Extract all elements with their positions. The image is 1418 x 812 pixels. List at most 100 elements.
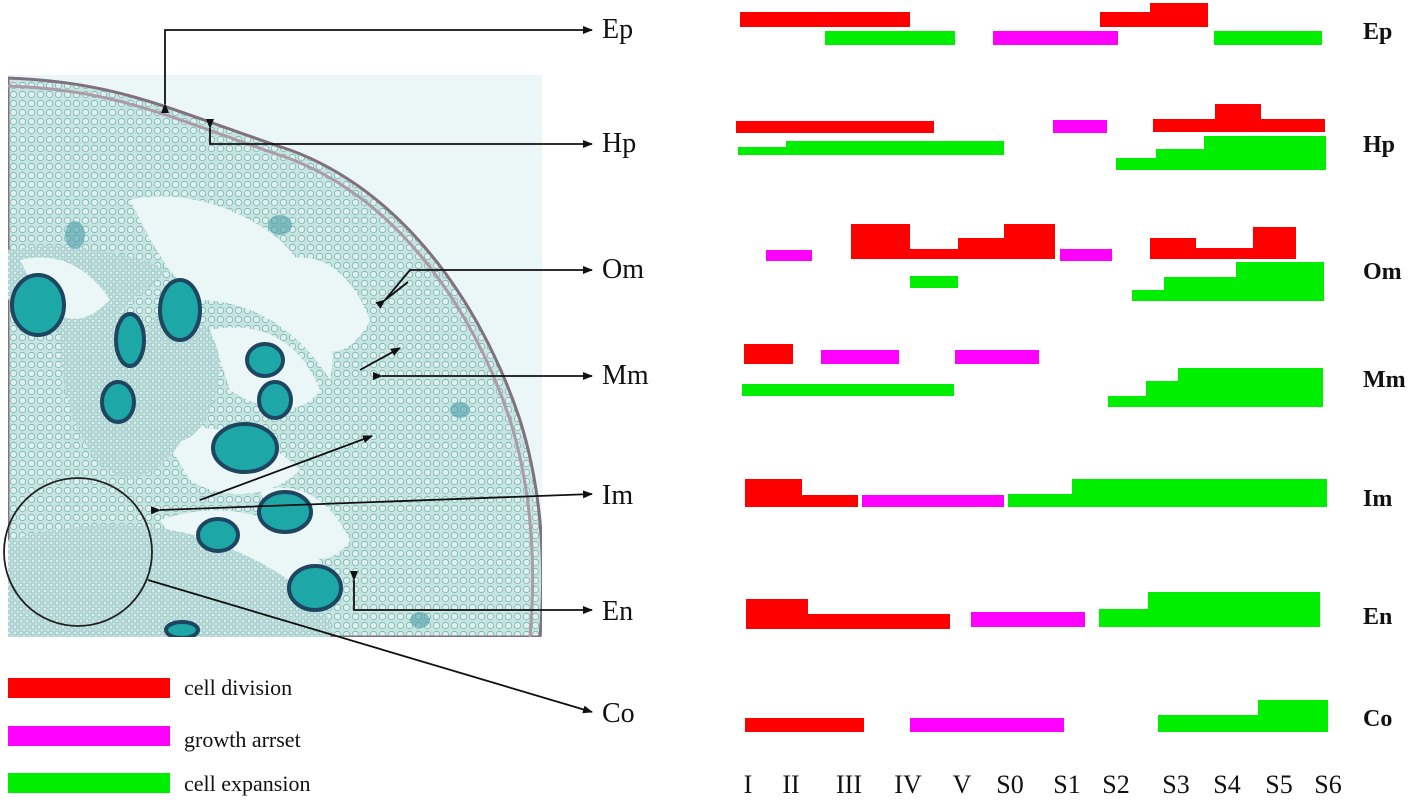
division-bar <box>744 344 793 364</box>
division-bar <box>851 224 910 259</box>
division-bar <box>736 121 934 133</box>
pointer-arrows <box>147 26 593 714</box>
pointer-arrow-icon <box>161 26 593 113</box>
row-label-en: En <box>1363 604 1393 630</box>
division-bar <box>808 614 950 629</box>
expansion-bar <box>1148 592 1320 627</box>
division-bar <box>1153 119 1215 132</box>
pointer-arrow-icon <box>147 579 593 714</box>
tissue-label-co: Co <box>602 698 635 729</box>
stage-label-s1: S1 <box>1053 770 1081 799</box>
pointer-arrow-icon <box>384 266 593 301</box>
row-ep <box>740 3 1322 45</box>
stage-label-ii: II <box>782 770 800 799</box>
stage-label-v: V <box>952 770 972 799</box>
legend-label-expansion: cell expansion <box>184 771 311 796</box>
stage-label-s5: S5 <box>1265 770 1293 799</box>
row-mm <box>742 344 1323 407</box>
tissue-label-ep: Ep <box>602 14 634 45</box>
expansion-bar <box>910 276 958 288</box>
arrest-bar <box>910 718 1064 732</box>
division-bar <box>1150 238 1196 259</box>
division-bar <box>1196 248 1253 259</box>
row-im <box>745 479 1327 507</box>
expansion-bar <box>1178 368 1323 407</box>
arrest-bar <box>862 495 1004 507</box>
division-bar <box>958 238 1004 259</box>
stage-label-s3: S3 <box>1162 770 1190 799</box>
expansion-bar <box>825 31 955 45</box>
stage-label-i: I <box>743 770 753 799</box>
arrest-bar <box>1060 249 1112 261</box>
stage-label-iii: III <box>836 770 862 799</box>
division-bar <box>1100 12 1150 27</box>
row-label-mm: Mm <box>1363 367 1406 393</box>
expansion-bar <box>1008 494 1072 507</box>
tissue-label-hp: Hp <box>602 128 637 159</box>
stage-label-s6: S6 <box>1314 770 1342 799</box>
expansion-bar <box>1158 715 1258 732</box>
tissue-label-im: Im <box>602 480 634 511</box>
stage-label-s4: S4 <box>1213 770 1241 799</box>
division-bar <box>745 479 802 507</box>
row-label-im: Im <box>1363 486 1393 512</box>
division-bar <box>910 249 958 259</box>
row-label-co: Co <box>1363 706 1393 732</box>
division-bar <box>1253 227 1296 259</box>
arrest-bar <box>993 31 1118 45</box>
division-bar <box>1215 104 1261 132</box>
row-label-ep: Ep <box>1363 19 1393 45</box>
expansion-bar <box>1108 396 1146 407</box>
expansion-bar <box>1132 290 1164 301</box>
expansion-bar <box>1214 31 1322 45</box>
expansion-bar <box>1164 277 1236 301</box>
pointer-arrow-icon <box>199 435 373 501</box>
arrest-bar <box>766 250 812 261</box>
pointer-arrow-icon <box>150 490 593 515</box>
expansion-bar <box>1099 609 1148 627</box>
row-label-hp: Hp <box>1363 132 1396 158</box>
pointer-arrow-icon <box>359 347 401 371</box>
legend-label-division: cell division <box>184 675 293 700</box>
expansion-bar <box>1156 149 1204 170</box>
row-label-om: Om <box>1363 259 1402 285</box>
division-bar <box>802 495 858 507</box>
division-bar <box>740 12 910 27</box>
stage-label-s0: S0 <box>996 770 1024 799</box>
arrest-bar <box>971 612 1085 627</box>
expansion-bar <box>786 141 1004 155</box>
expansion-bar <box>1204 136 1326 170</box>
stage-label-s2: S2 <box>1102 770 1130 799</box>
pointer-arrow-icon <box>375 281 409 309</box>
division-bar <box>1004 224 1055 259</box>
arrest-bar <box>1053 120 1107 133</box>
expansion-bar <box>738 147 786 155</box>
stage-label-iv: IV <box>894 770 922 799</box>
row-hp <box>736 104 1326 170</box>
legend-swatch-expansion <box>8 773 170 793</box>
columella-circle-icon <box>3 477 153 627</box>
expansion-bar <box>1072 479 1327 507</box>
row-en <box>746 592 1320 629</box>
expansion-bar <box>1116 158 1156 170</box>
legend-swatch-arrest <box>8 726 170 746</box>
tissue-label-en: En <box>602 596 634 627</box>
arrest-bar <box>955 350 1039 364</box>
tissue-label-mm: Mm <box>602 360 649 391</box>
row-om <box>766 224 1324 301</box>
legend-label-arrest: growth arrset <box>184 727 301 752</box>
tissue-label-om: Om <box>602 254 644 285</box>
expansion-bar <box>1146 381 1178 407</box>
division-bar <box>1261 119 1325 132</box>
expansion-bar <box>742 384 954 396</box>
row-co <box>745 700 1328 732</box>
division-bar <box>746 599 808 629</box>
arrest-bar <box>821 350 899 364</box>
pointer-arrow-icon <box>206 119 593 148</box>
division-bar <box>1150 3 1208 27</box>
pointer-arrow-icon <box>350 571 593 614</box>
legend-swatch-division <box>8 678 170 698</box>
expansion-bar <box>1258 700 1328 732</box>
